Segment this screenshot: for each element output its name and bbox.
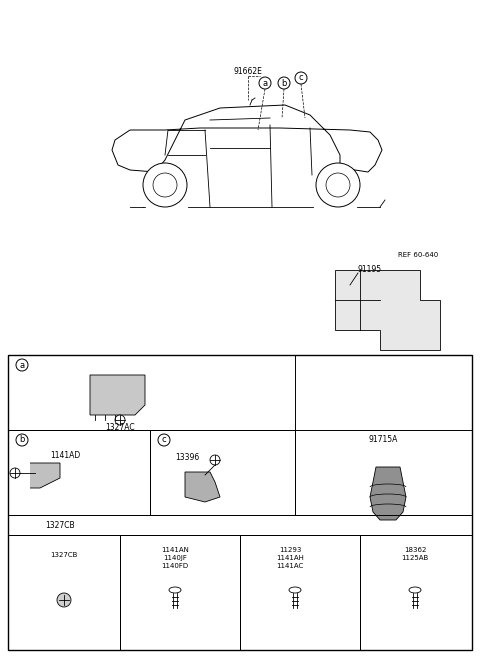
Text: 1141AH: 1141AH (276, 555, 304, 561)
Text: 1140FD: 1140FD (161, 563, 189, 569)
Circle shape (143, 163, 187, 207)
Text: 18362: 18362 (404, 547, 426, 553)
Text: REF 60-640: REF 60-640 (398, 252, 438, 258)
Circle shape (16, 359, 28, 371)
PathPatch shape (30, 463, 60, 488)
Text: 13396: 13396 (175, 453, 199, 463)
Bar (8, 515, 472, 535)
Text: b: b (19, 436, 24, 445)
PathPatch shape (185, 472, 220, 502)
Circle shape (326, 173, 350, 197)
Bar (150, 430, 295, 515)
Text: 1140JF: 1140JF (163, 555, 187, 561)
PathPatch shape (90, 375, 145, 415)
Circle shape (153, 173, 177, 197)
Circle shape (57, 593, 71, 607)
Bar (8, 430, 150, 515)
Text: 1327CB: 1327CB (50, 552, 78, 558)
Circle shape (10, 468, 20, 478)
Circle shape (158, 434, 170, 446)
Text: a: a (19, 361, 24, 369)
Text: 1141AC: 1141AC (276, 563, 304, 569)
Bar (120, 535, 240, 650)
Text: 1327AC: 1327AC (105, 424, 135, 432)
Bar (295, 430, 472, 515)
Circle shape (259, 77, 271, 89)
Circle shape (295, 72, 307, 84)
Text: c: c (299, 74, 303, 83)
Circle shape (316, 163, 360, 207)
Ellipse shape (169, 587, 181, 593)
Bar (8, 535, 120, 650)
Circle shape (278, 77, 290, 89)
PathPatch shape (370, 467, 406, 520)
Circle shape (16, 434, 28, 446)
Circle shape (115, 415, 125, 425)
Bar (8, 355, 295, 430)
Text: b: b (281, 78, 287, 87)
Text: 1327CB: 1327CB (45, 520, 75, 530)
Text: 1125AB: 1125AB (401, 555, 429, 561)
Bar (240, 535, 360, 650)
Text: 91662E: 91662E (234, 68, 263, 76)
Text: 91195: 91195 (358, 265, 382, 275)
Text: 91715A: 91715A (369, 436, 398, 445)
Text: a: a (263, 78, 267, 87)
Ellipse shape (409, 587, 421, 593)
Text: c: c (162, 436, 166, 445)
Text: 1141AN: 1141AN (161, 547, 189, 553)
PathPatch shape (335, 270, 440, 350)
Circle shape (210, 455, 220, 465)
Ellipse shape (289, 587, 301, 593)
Bar (360, 535, 472, 650)
Bar (8, 355, 472, 650)
Text: 11293: 11293 (279, 547, 301, 553)
Text: 1141AD: 1141AD (50, 451, 80, 459)
